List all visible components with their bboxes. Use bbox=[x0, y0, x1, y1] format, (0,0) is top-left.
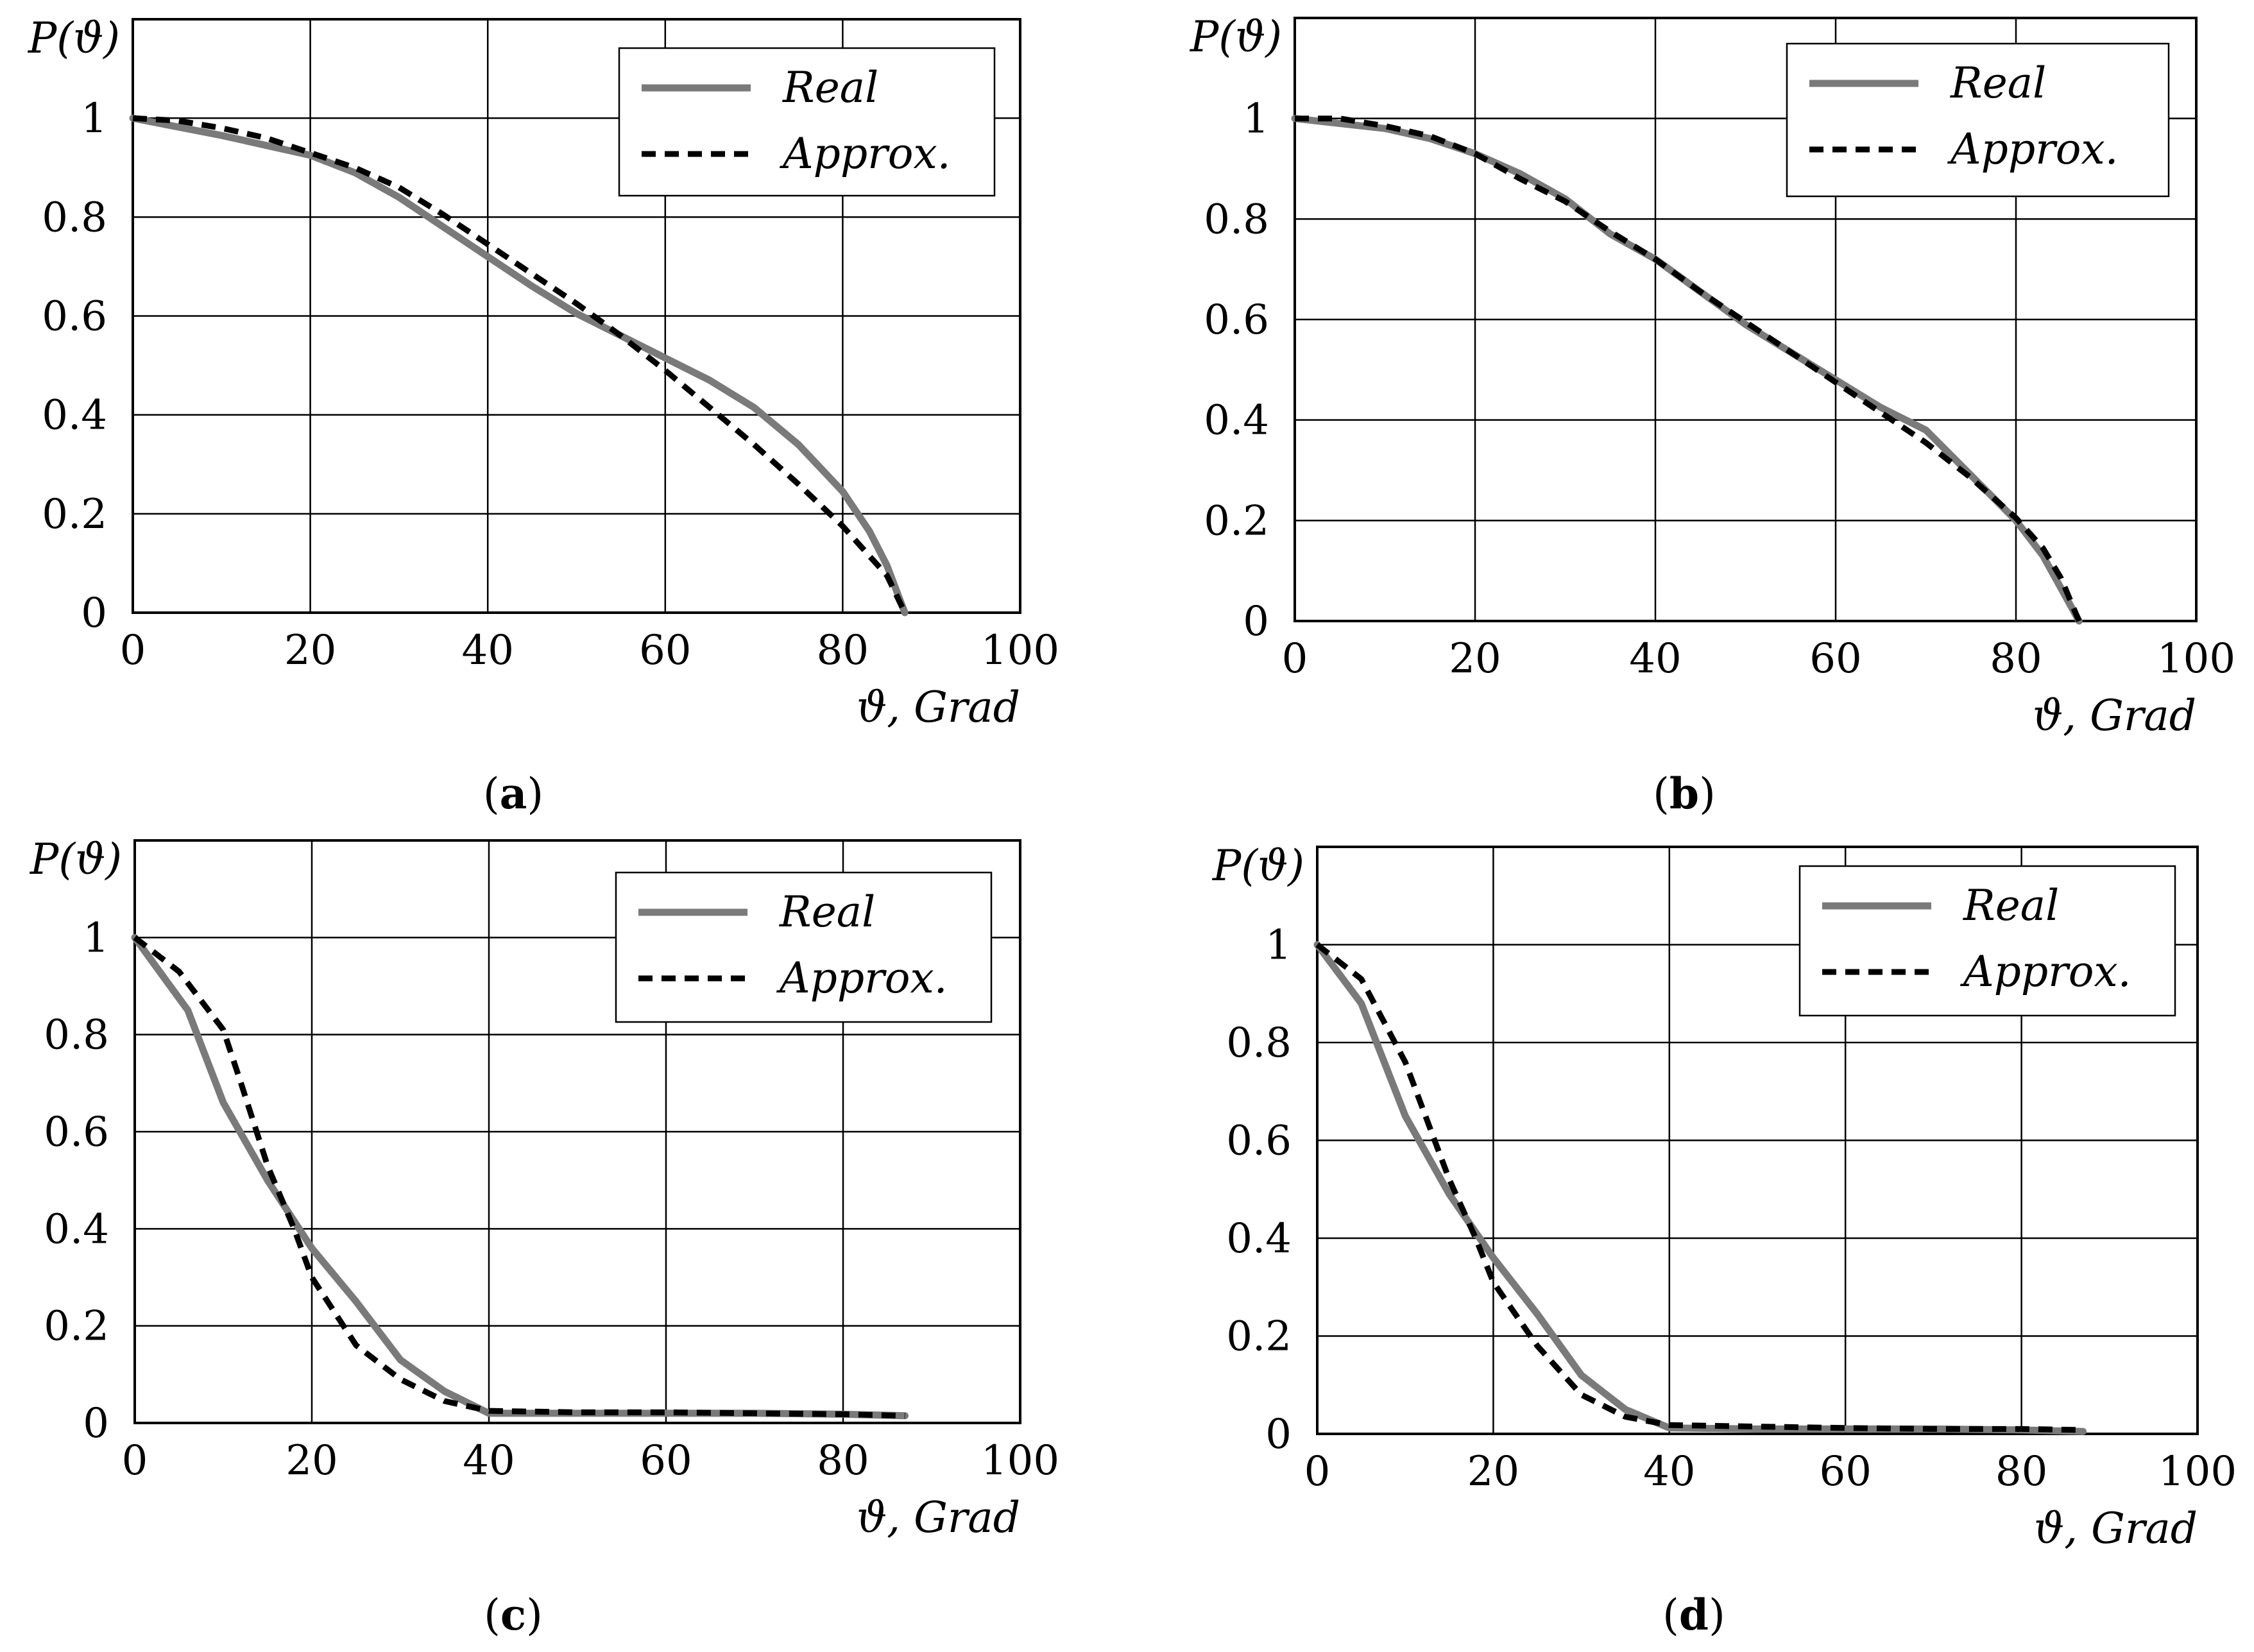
x-tick-label: 100 bbox=[2158, 1448, 2237, 1495]
x-axis-label: ϑ, Grad bbox=[857, 1493, 1020, 1542]
y-tick-label: 0.4 bbox=[44, 1205, 109, 1253]
legend-box bbox=[618, 47, 996, 197]
legend-label: Real bbox=[1963, 881, 2059, 930]
legend-label: Approx. bbox=[1959, 947, 2131, 996]
series-line-approx bbox=[1295, 115, 2082, 622]
legend-label: Approx. bbox=[776, 953, 948, 1003]
x-axis-label: ϑ, Grad bbox=[857, 683, 1020, 732]
panel-caption: (d) bbox=[1662, 1590, 1725, 1640]
y-tick-label: 0.8 bbox=[1204, 196, 1269, 243]
y-tick-label: 0.8 bbox=[1226, 1019, 1292, 1067]
y-tick-label: 1 bbox=[1243, 96, 1269, 143]
x-tick-label: 0 bbox=[1282, 635, 1308, 683]
legend-box bbox=[1786, 42, 2170, 198]
panel-caption: (b) bbox=[1653, 769, 1716, 819]
x-tick-label: 20 bbox=[1449, 635, 1501, 683]
chart-panel-b: 0 20 40 60 80 100 0 0.2 0.4 0.6 0.8 1 P(ϑ) ϑ, Grad Rea… bbox=[1190, 12, 2235, 819]
x-tick-label: 40 bbox=[1643, 1448, 1695, 1495]
y-tick-label: 0.2 bbox=[42, 491, 107, 538]
y-tick-label: 0.2 bbox=[1204, 497, 1269, 545]
y-tick-label: 0.6 bbox=[44, 1109, 109, 1156]
y-tick-label: 0.4 bbox=[1204, 397, 1269, 445]
panel-caption: (c) bbox=[484, 1590, 543, 1640]
y-tick-label: 0.8 bbox=[44, 1012, 109, 1059]
panel-caption-letter: b bbox=[1669, 769, 1699, 819]
x-axis-label: ϑ, Grad bbox=[2033, 691, 2196, 740]
y-tick-label: 0.8 bbox=[42, 194, 107, 241]
legend-box bbox=[615, 871, 993, 1023]
x-tick-label: 40 bbox=[1629, 635, 1681, 683]
chart-panel-c: 0 20 40 60 80 100 0 0.2 0.4 0.6 0.8 1 P(ϑ) ϑ, Grad Rea… bbox=[30, 835, 1059, 1640]
x-tick-label: 60 bbox=[639, 627, 691, 674]
plot-frame bbox=[133, 839, 1021, 1424]
panel-caption: (a) bbox=[483, 769, 543, 819]
x-tick-label: 80 bbox=[817, 1437, 869, 1485]
y-axis-label: P(ϑ) bbox=[1190, 12, 1282, 62]
panel-caption-letter: a bbox=[500, 769, 527, 819]
plot-frame bbox=[1293, 17, 2198, 622]
y-axis-label: P(ϑ) bbox=[1212, 841, 1304, 890]
legend-label: Real bbox=[779, 887, 875, 937]
x-tick-label: 40 bbox=[461, 627, 513, 674]
y-tick-label: 0 bbox=[81, 590, 107, 637]
x-tick-label: 60 bbox=[1809, 635, 1861, 683]
y-tick-label: 0.6 bbox=[1204, 296, 1269, 344]
x-tick-label: 100 bbox=[981, 1437, 1059, 1485]
chart-panel-a: 0 20 40 60 80 100 0 0.2 0.4 0.6 0.8 1 P(ϑ) ϑ, Grad Rea… bbox=[28, 13, 1059, 819]
series-line-approx bbox=[1315, 942, 2083, 1433]
series-line-approx bbox=[133, 935, 905, 1419]
x-tick-label: 80 bbox=[1990, 635, 2042, 683]
x-tick-label: 20 bbox=[1467, 1448, 1519, 1495]
x-tick-label: 80 bbox=[1995, 1448, 2047, 1495]
legend-label: Approx. bbox=[1947, 124, 2119, 174]
panel-caption-letter: c bbox=[500, 1590, 526, 1640]
x-tick-label: 100 bbox=[2157, 635, 2235, 683]
x-tick-label: 80 bbox=[817, 627, 869, 674]
legend-label: Approx. bbox=[779, 129, 951, 178]
y-tick-label: 0.2 bbox=[1226, 1313, 1292, 1361]
x-tick-label: 20 bbox=[286, 1437, 337, 1485]
x-tick-label: 0 bbox=[1304, 1448, 1331, 1495]
legend-label: Real bbox=[782, 63, 878, 112]
y-axis-label: P(ϑ) bbox=[28, 13, 120, 63]
y-tick-label: 0 bbox=[1265, 1411, 1292, 1458]
y-tick-label: 0.6 bbox=[42, 293, 107, 341]
y-tick-label: 0 bbox=[83, 1400, 109, 1447]
legend-box bbox=[1798, 865, 2176, 1017]
series-line-real bbox=[131, 933, 909, 1420]
plot-frame bbox=[132, 18, 1021, 614]
plot-frame bbox=[1316, 846, 2199, 1435]
y-tick-label: 0.4 bbox=[42, 392, 107, 439]
x-tick-label: 20 bbox=[284, 627, 336, 674]
y-tick-label: 0 bbox=[1243, 598, 1269, 645]
y-tick-label: 0.4 bbox=[1226, 1215, 1292, 1263]
y-tick-label: 0.6 bbox=[1226, 1118, 1292, 1165]
legend-label: Real bbox=[1950, 58, 2046, 108]
x-tick-label: 0 bbox=[120, 627, 146, 674]
x-tick-label: 100 bbox=[981, 627, 1059, 674]
x-tick-label: 40 bbox=[463, 1437, 515, 1485]
x-tick-label: 0 bbox=[122, 1437, 148, 1485]
x-tick-label: 60 bbox=[1819, 1448, 1871, 1495]
x-axis-label: ϑ, Grad bbox=[2034, 1504, 2198, 1553]
series-line-real bbox=[129, 114, 909, 617]
x-tick-label: 60 bbox=[640, 1437, 692, 1485]
series-line-real bbox=[1313, 941, 2087, 1435]
series-line-approx bbox=[132, 115, 908, 614]
y-tick-label: 1 bbox=[1265, 922, 1292, 969]
y-tick-label: 0.2 bbox=[44, 1303, 109, 1350]
y-tick-label: 1 bbox=[83, 914, 109, 962]
y-axis-label: P(ϑ) bbox=[30, 835, 122, 884]
chart-panel-d: 0 20 40 60 80 100 0 0.2 0.4 0.6 0.8 1 P(ϑ) ϑ, Grad Rea… bbox=[1212, 841, 2237, 1640]
y-tick-label: 1 bbox=[81, 95, 107, 142]
panel-caption-letter: d bbox=[1679, 1590, 1709, 1640]
